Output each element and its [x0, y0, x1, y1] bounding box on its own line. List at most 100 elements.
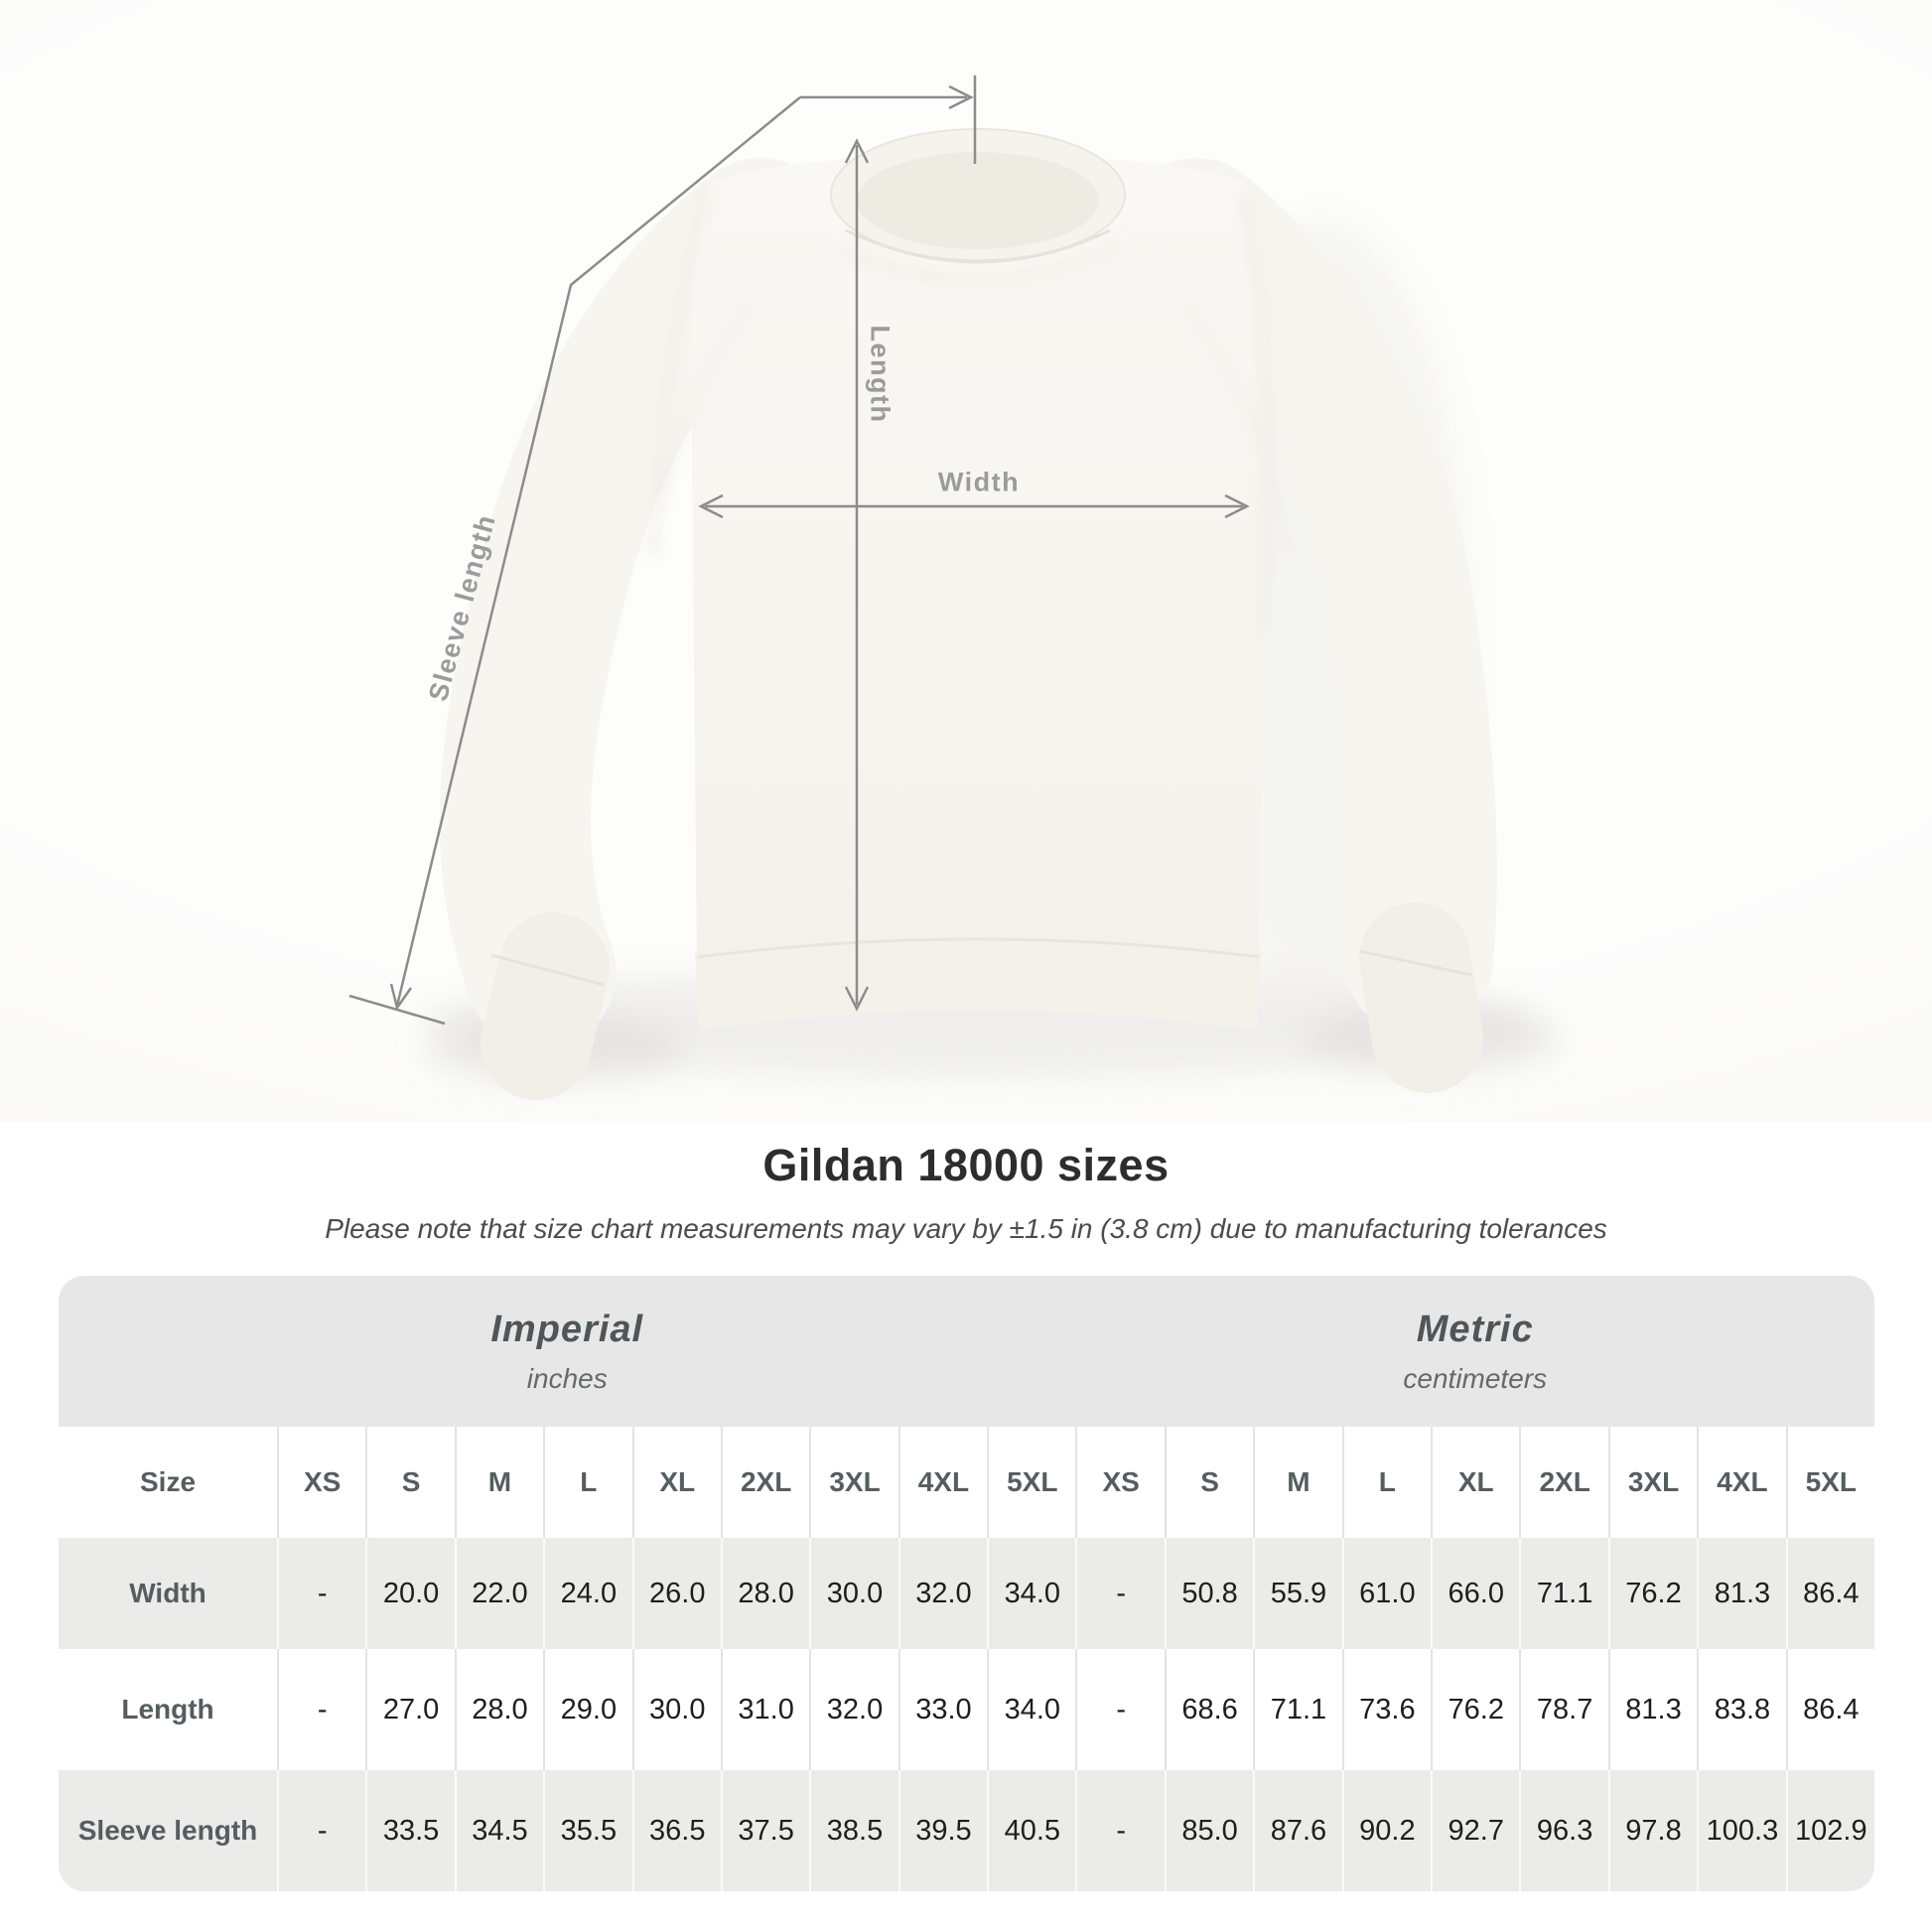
cell-length-imperial-xs: - [277, 1649, 365, 1770]
header-metric-5xl: 5XL [1785, 1427, 1874, 1538]
table-row-sleeve-length: Sleeve length -33.5 34.5 35.5 36.5 37.5 38.5 39… [59, 1770, 1874, 1891]
cell-length-metric-m: 71.1 [1253, 1649, 1341, 1770]
size-column-label: Size [139, 1466, 197, 1497]
cell-sleeve-length-imperial-5xl: 40.5 [987, 1770, 1075, 1891]
table-row-length: Length -27.0 28.0 29.0 30.0 31.0 32.0 33.0 34.0-… [59, 1649, 1874, 1770]
page-title: Gildan 18000 sizes [762, 1140, 1170, 1190]
cell-length-metric-xs: - [1075, 1649, 1164, 1770]
measurement-lines [348, 75, 1250, 1026]
header-metric-xl: XL [1431, 1427, 1519, 1538]
imperial-title: Imperial [490, 1308, 644, 1350]
cell-sleeve-length-imperial-l: 35.5 [543, 1770, 631, 1891]
cell-sleeve-length-imperial-3xl: 38.5 [809, 1770, 897, 1891]
cell-width-imperial-5xl: 34.0 [987, 1538, 1075, 1649]
size-table: Imperial inches Metric centimeters Size X… [59, 1276, 1874, 1891]
imperial-unit: inches [526, 1362, 608, 1394]
cell-width-metric-4xl: 81.3 [1697, 1538, 1785, 1649]
cell-length-imperial-xl: 30.0 [631, 1649, 721, 1770]
sweatshirt-left-sleeve [440, 158, 835, 1048]
size-grid: Size XS S M L XL 2XL 3XL 4XL 5XL XS S M L XL 2XL 3XL 4XL 5… [59, 1427, 1874, 1891]
cell-sleeve-length-metric-4xl: 100.3 [1697, 1770, 1785, 1891]
cell-length-metric-l: 73.6 [1341, 1649, 1431, 1770]
collar-seam [845, 228, 1111, 264]
row-label-width: Width [129, 1578, 207, 1608]
cell-sleeve-length-metric-3xl: 97.8 [1607, 1770, 1697, 1891]
header-metric-s: S [1164, 1427, 1253, 1538]
cell-sleeve-length-imperial-xl: 36.5 [631, 1770, 721, 1891]
cell-width-imperial-3xl: 30.0 [809, 1538, 897, 1649]
cell-length-metric-2xl: 78.7 [1519, 1649, 1607, 1770]
unit-group-metric: Metric centimeters [1076, 1276, 1875, 1427]
header-metric-l: L [1341, 1427, 1431, 1538]
cell-width-imperial-s: 20.0 [365, 1538, 454, 1649]
cell-sleeve-length-imperial-xs: - [277, 1770, 365, 1891]
header-metric-2xl: 2XL [1519, 1427, 1607, 1538]
cell-width-imperial-4xl: 32.0 [897, 1538, 987, 1649]
cell-length-imperial-5xl: 34.0 [987, 1649, 1075, 1770]
cell-width-imperial-xl: 26.0 [631, 1538, 721, 1649]
header-imperial-l: L [543, 1427, 631, 1538]
row-label-length: Length [121, 1694, 214, 1725]
cell-length-metric-xl: 76.2 [1431, 1649, 1519, 1770]
cell-sleeve-length-imperial-m: 34.5 [454, 1770, 543, 1891]
sweatshirt-diagram [348, 75, 1559, 1100]
header-imperial-3xl: 3XL [809, 1427, 897, 1538]
size-header-row: Size XS S M L XL 2XL 3XL 4XL 5XL XS S M L XL 2XL 3XL 4XL 5… [59, 1427, 1874, 1538]
cell-width-imperial-m: 22.0 [454, 1538, 543, 1649]
metric-title: Metric [1416, 1308, 1534, 1350]
cell-sleeve-length-metric-l: 90.2 [1341, 1770, 1431, 1891]
cell-length-metric-4xl: 83.8 [1697, 1649, 1785, 1770]
hem-band [695, 933, 1261, 1031]
cell-length-imperial-m: 28.0 [454, 1649, 543, 1770]
sleeve-length-arrow [348, 96, 801, 1026]
collar-opening [857, 152, 1099, 249]
fabric-shading [647, 187, 1294, 636]
cell-width-metric-2xl: 71.1 [1519, 1538, 1607, 1649]
cell-width-metric-l: 61.0 [1341, 1538, 1431, 1649]
cell-width-metric-m: 55.9 [1253, 1538, 1341, 1649]
sweatshirt-body [690, 154, 1267, 968]
unit-group-band: Imperial inches Metric centimeters [59, 1276, 1874, 1427]
length-arrow [844, 138, 870, 1012]
cell-length-metric-3xl: 81.3 [1607, 1649, 1697, 1770]
cell-width-imperial-l: 24.0 [543, 1538, 631, 1649]
tolerance-note: Please note that size chart measurements… [325, 1213, 1607, 1244]
cell-length-metric-s: 68.6 [1164, 1649, 1253, 1770]
header-imperial-xl: XL [631, 1427, 721, 1538]
cell-width-metric-xl: 66.0 [1431, 1538, 1519, 1649]
header-imperial-4xl: 4XL [897, 1427, 987, 1538]
width-arrow [698, 493, 1250, 519]
right-cuff [1359, 902, 1483, 1093]
cell-length-imperial-2xl: 31.0 [720, 1649, 809, 1770]
row-label-sleeve-length: Sleeve length [77, 1815, 258, 1846]
header-imperial-5xl: 5XL [987, 1427, 1075, 1538]
unit-group-imperial: Imperial inches [59, 1276, 1076, 1427]
cell-sleeve-length-imperial-s: 33.5 [365, 1770, 454, 1891]
cell-sleeve-length-imperial-2xl: 37.5 [720, 1770, 809, 1891]
cell-length-imperial-4xl: 33.0 [897, 1649, 987, 1770]
header-imperial-m: M [454, 1427, 543, 1538]
right-cuff-seam [1359, 949, 1472, 977]
cell-sleeve-length-metric-5xl: 102.9 [1785, 1770, 1874, 1891]
cell-width-metric-5xl: 86.4 [1785, 1538, 1874, 1649]
length-measure-label: Length [865, 325, 896, 424]
header-metric-3xl: 3XL [1607, 1427, 1697, 1538]
cell-sleeve-length-imperial-4xl: 39.5 [897, 1770, 987, 1891]
left-cuff [481, 912, 610, 1100]
cell-length-imperial-l: 29.0 [543, 1649, 631, 1770]
cell-sleeve-length-metric-m: 87.6 [1253, 1770, 1341, 1891]
cell-sleeve-length-metric-xs: - [1075, 1770, 1164, 1891]
header-metric-m: M [1253, 1427, 1341, 1538]
header-metric-xs: XS [1075, 1427, 1164, 1538]
table-row-width: Width -20.0 22.0 24.0 26.0 28.0 30.0 32.0 34.0-5… [59, 1538, 1874, 1649]
cell-sleeve-length-metric-xl: 92.7 [1431, 1770, 1519, 1891]
cell-length-metric-5xl: 86.4 [1785, 1649, 1874, 1770]
header-metric-4xl: 4XL [1697, 1427, 1785, 1538]
cell-width-metric-s: 50.8 [1164, 1538, 1253, 1649]
product-photo: Length Width Sleeve length [0, 0, 1932, 1122]
left-cuff-seam [490, 953, 605, 987]
cell-width-metric-3xl: 76.2 [1607, 1538, 1697, 1649]
top-reference-arrow [800, 75, 977, 164]
header-imperial-xs: XS [277, 1427, 365, 1538]
